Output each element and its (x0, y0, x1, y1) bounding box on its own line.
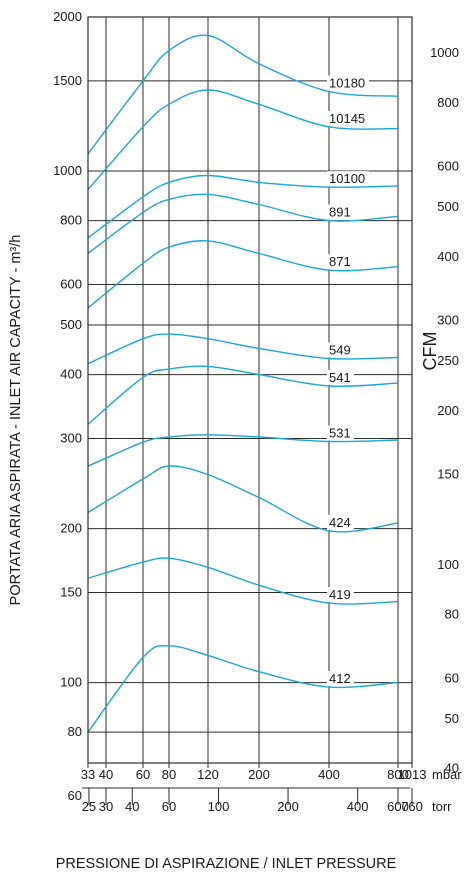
y-tick-label: 500 (60, 317, 82, 332)
cfm-tick-label: 150 (437, 467, 459, 482)
series-line (87, 174, 399, 239)
cfm-tick-label: 60 (445, 670, 459, 685)
x-tick-label-mbar: 400 (318, 767, 340, 782)
y-tick-label: 200 (60, 521, 82, 536)
series-line (87, 89, 399, 190)
y-tick-label: 1500 (53, 73, 82, 88)
x-tick-label-mbar: 800 (387, 767, 409, 782)
series-label-background (327, 425, 354, 441)
series-line (87, 34, 399, 155)
series-label: 10180 (329, 76, 365, 91)
y-tick-label: 800 (60, 213, 82, 228)
series-line (87, 645, 399, 733)
x-tick-label-mbar: 80 (162, 767, 176, 782)
cfm-tick-label: 600 (437, 159, 459, 174)
x-tick-label-mbar: 33 (81, 767, 95, 782)
cfm-tick-label: 50 (445, 711, 459, 726)
x-tick-label-torr: 200 (277, 799, 299, 814)
curves (87, 34, 399, 733)
x-tick-label-torr: 25 (82, 799, 96, 814)
series-label-background (327, 204, 354, 220)
series-line (87, 193, 399, 254)
cfm-tick-label: 500 (437, 199, 459, 214)
x-tick-label-torr: 400 (347, 799, 369, 814)
y-axis-title: PORTATA ARIA ASPIRATA - INLET AIR CAPACI… (8, 235, 24, 606)
series-label: 419 (329, 587, 351, 602)
series-label: 891 (329, 205, 351, 220)
series-line (87, 465, 399, 533)
y-axis-right-title: CFM (420, 332, 440, 371)
series-label: 10145 (329, 111, 365, 126)
series-label: 424 (329, 515, 351, 530)
y-tick-label: 80 (68, 724, 82, 739)
x-tick-label-mbar: 60 (136, 767, 150, 782)
series-line (87, 434, 399, 467)
cfm-tick-label: 250 (437, 353, 459, 368)
series-label: 541 (329, 370, 351, 385)
series-label-background (327, 342, 354, 358)
cfm-tick-label: 40 (445, 760, 459, 775)
series-labels: 10180 10145 10100 891 871 549 541 531 424 419 412 (327, 75, 369, 687)
x-tick-label-mbar: 1013 (398, 767, 427, 782)
x-tick-label-mbar: 40 (99, 767, 113, 782)
series-label: 531 (329, 425, 351, 440)
x-tick-label-torr: 30 (99, 799, 113, 814)
series-label-background (327, 671, 354, 687)
cfm-tick-label: 1000 (430, 45, 459, 60)
y-tick-label: 100 (60, 675, 82, 690)
x-tick-label-torr: 760 (401, 799, 423, 814)
series-label: 871 (329, 254, 351, 269)
x-tick-label-mbar: 120 (197, 767, 219, 782)
x-unit-mbar: mbar (432, 767, 462, 782)
y-tick-label: 60 (68, 788, 82, 803)
series-label: 412 (329, 671, 351, 686)
y-tick-label: 2000 (53, 9, 82, 24)
cfm-tick-label: 80 (445, 606, 459, 621)
series-line (87, 557, 399, 605)
x-unit-torr: torr (432, 799, 452, 814)
series-line (87, 240, 399, 309)
plot-frame (87, 16, 413, 764)
series-line (87, 333, 399, 365)
series-label-background (327, 587, 354, 603)
series-label: 10100 (329, 171, 365, 186)
series-label-background (327, 75, 369, 91)
y-tick-label: 150 (60, 584, 82, 599)
series-line (87, 365, 399, 425)
series-label-background (327, 514, 354, 530)
axes: 2000 1500 1000 800 600 500 400 300 200 150 100 80 60… (53, 9, 459, 814)
series-label-background (327, 171, 369, 187)
x-tick-label-mbar: 200 (248, 767, 270, 782)
series-label-background (327, 110, 369, 126)
cfm-tick-label: 100 (437, 557, 459, 572)
x-axis-title: PRESSIONE DI ASPIRAZIONE / INLET PRESSUR… (56, 856, 397, 872)
x-tick-label-torr: 40 (125, 799, 139, 814)
x-tick-label-torr: 60 (162, 799, 176, 814)
cfm-tick-label: 300 (437, 313, 459, 328)
cfm-tick-label: 800 (437, 95, 459, 110)
grid (88, 17, 412, 763)
y-tick-label: 400 (60, 367, 82, 382)
y-tick-label: 1000 (53, 163, 82, 178)
cfm-tick-label: 200 (437, 403, 459, 418)
x-tick-label-torr: 100 (208, 799, 230, 814)
y-tick-label: 600 (60, 276, 82, 291)
cfm-tick-label: 400 (437, 249, 459, 264)
x-tick-label-torr: 600 (387, 799, 409, 814)
series-label-background (327, 369, 354, 385)
y-tick-label: 300 (60, 430, 82, 445)
series-label: 549 (329, 343, 351, 358)
series-label-background (327, 254, 354, 270)
